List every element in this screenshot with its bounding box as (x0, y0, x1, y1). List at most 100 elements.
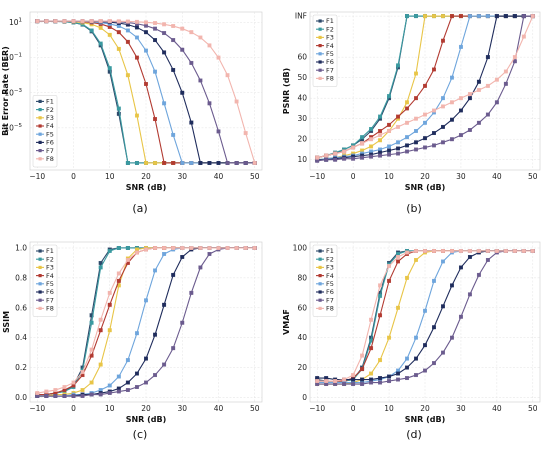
data-point (162, 252, 167, 256)
data-point (125, 388, 130, 392)
legend-label: F4 (326, 42, 334, 50)
data-point (35, 391, 40, 395)
data-point (369, 137, 374, 142)
data-point (405, 143, 409, 148)
y-tick-label: 101 (9, 18, 22, 28)
data-point (162, 246, 167, 250)
legend-label: F6 (326, 288, 334, 296)
data-point (189, 120, 194, 125)
legend-label: F7 (46, 147, 54, 155)
data-point (107, 249, 112, 253)
data-point (171, 246, 176, 250)
data-point (116, 389, 121, 394)
legend-label: F8 (46, 155, 54, 163)
data-point (162, 302, 167, 307)
data-point (405, 356, 409, 361)
y-tick-label: 0.8 (15, 273, 27, 282)
legend-swatch-marker (38, 108, 42, 112)
data-point (396, 146, 400, 151)
data-point (134, 19, 139, 24)
y-tick-label: 20 (297, 135, 307, 144)
legend-label: F8 (326, 305, 334, 313)
data-point (396, 259, 400, 264)
plot-area (29, 241, 263, 403)
data-point (125, 28, 130, 33)
y-axis-title: Bit Error Rate (BER) (1, 46, 10, 136)
data-point (378, 380, 383, 385)
series-F8 (315, 249, 535, 384)
data-point (450, 335, 454, 340)
data-point (512, 249, 517, 253)
x-tick-label: 10 (105, 172, 115, 181)
data-point (423, 136, 427, 141)
legend-swatch-marker (318, 68, 322, 72)
data-point (378, 293, 383, 298)
y-tick-label: 0.0 (15, 393, 27, 402)
data-point (378, 138, 383, 143)
data-point (144, 23, 148, 28)
data-point (396, 255, 400, 259)
data-point (207, 252, 212, 256)
y-tick-label: 0.4 (15, 333, 27, 342)
legend-swatch-marker (318, 290, 322, 294)
data-point (153, 332, 158, 337)
data-point (387, 379, 392, 384)
data-point (378, 153, 383, 158)
y-tick-label: 50 (297, 73, 307, 82)
data-point (414, 140, 418, 145)
x-tick-label: −10 (309, 404, 325, 413)
data-point (125, 73, 130, 78)
data-point (369, 154, 374, 159)
x-tick-label: 50 (250, 404, 260, 413)
data-point (387, 129, 392, 133)
data-point (467, 292, 472, 297)
data-point (414, 129, 418, 133)
x-tick-label: 20 (420, 172, 430, 181)
data-point (198, 265, 203, 270)
legend-swatch-marker (318, 27, 322, 31)
y-tick-label: 40 (297, 333, 307, 342)
legend-label: F7 (326, 66, 334, 74)
data-point (405, 149, 409, 154)
data-point (89, 347, 94, 352)
x-tick-label: 30 (177, 172, 187, 181)
legend-label: F8 (46, 305, 54, 313)
data-point (98, 19, 103, 24)
data-point (387, 335, 392, 340)
y-tick-label: 10−5 (4, 123, 22, 133)
data-point (521, 14, 526, 19)
legend-label: F1 (326, 247, 334, 255)
data-point (458, 249, 463, 253)
data-point (450, 137, 454, 142)
data-point (198, 78, 203, 83)
data-point (432, 67, 436, 72)
y-tick-exponent: 1 (19, 18, 23, 24)
data-point (441, 259, 445, 264)
data-point (458, 108, 463, 113)
data-point (324, 379, 329, 384)
data-point (98, 362, 103, 367)
data-point (521, 34, 526, 39)
data-point (53, 19, 58, 24)
data-point (476, 14, 481, 19)
x-tick-label: 30 (456, 172, 466, 181)
data-point (80, 19, 85, 24)
data-point (450, 75, 454, 80)
y-tick-exponent: −5 (14, 123, 23, 129)
data-point (180, 26, 185, 31)
data-point (89, 19, 94, 24)
data-point (144, 82, 148, 86)
data-point (387, 374, 392, 379)
data-point (342, 149, 347, 154)
data-point (125, 246, 130, 250)
data-point (44, 389, 49, 394)
data-point (387, 144, 392, 149)
data-point (98, 317, 103, 322)
x-tick-label: 0 (71, 172, 76, 181)
data-point (89, 380, 94, 385)
legend-swatch-marker (318, 282, 322, 286)
data-point (405, 14, 409, 19)
